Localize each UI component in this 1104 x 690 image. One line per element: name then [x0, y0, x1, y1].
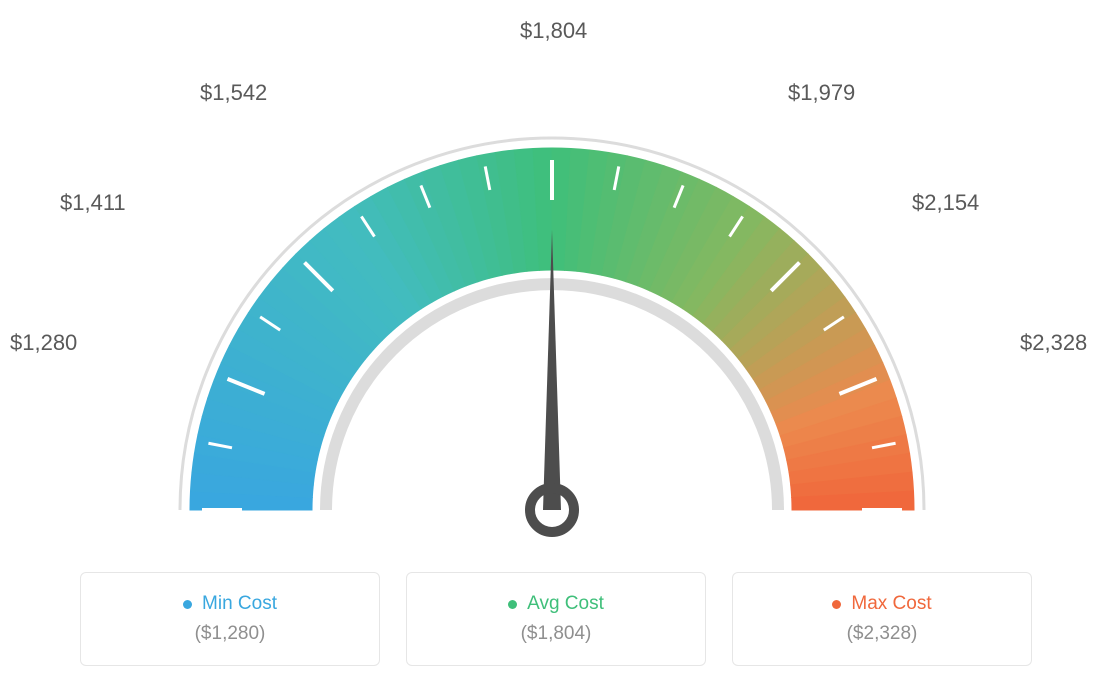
gauge-tick-label: $1,804	[520, 18, 587, 44]
gauge-chart: $1,280 $1,411 $1,542 $1,804 $1,979 $2,154 $2,3…	[0, 0, 1104, 540]
gauge-tick-label: $1,979	[788, 80, 855, 106]
gauge-tick-label: $2,154	[912, 190, 979, 216]
min-label: Min Cost	[202, 593, 277, 615]
max-value: ($2,328)	[847, 623, 918, 645]
min-dot	[183, 600, 192, 609]
avg-value: ($1,804)	[521, 623, 592, 645]
max-dot	[832, 600, 841, 609]
max-label: Max Cost	[851, 593, 931, 615]
max-cost-card: Max Cost ($2,328)	[732, 572, 1032, 666]
min-cost-card: Min Cost ($1,280)	[80, 572, 380, 666]
gauge-tick-label: $1,542	[200, 80, 267, 106]
avg-cost-card: Avg Cost ($1,804)	[406, 572, 706, 666]
avg-label: Avg Cost	[527, 593, 604, 615]
gauge-tick-label: $1,280	[10, 330, 77, 356]
avg-dot	[508, 600, 517, 609]
min-value: ($1,280)	[195, 623, 266, 645]
gauge-tick-label: $1,411	[60, 190, 126, 216]
gauge-tick-label: $2,328	[1020, 330, 1087, 356]
